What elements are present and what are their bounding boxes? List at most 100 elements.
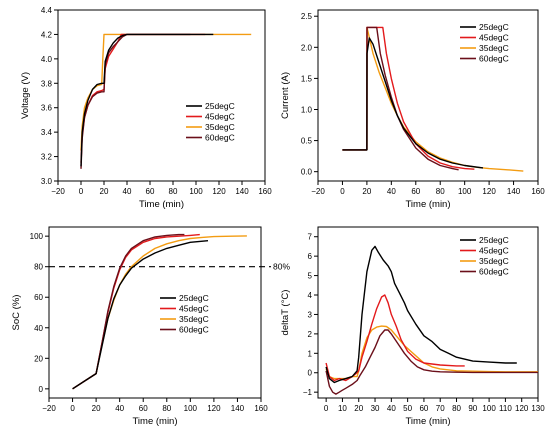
deltaT-plot-frame	[317, 226, 539, 399]
current-y-tick-label: 0.0	[301, 168, 313, 177]
voltage-x-axis-label: Time (min)	[139, 199, 184, 210]
current-x-tick-label: 40	[387, 187, 396, 196]
voltage-x-tick-label: 120	[212, 187, 226, 196]
current-y-tick-label: 2.0	[301, 43, 313, 52]
deltaT-x-axis-label: Time (min)	[405, 416, 450, 427]
soc-legend-label-35degC: 35degC	[179, 314, 209, 324]
soc-series-60degC	[72, 233, 185, 390]
deltaT-x-tick-label: 40	[387, 404, 396, 413]
voltage-y-tick-label: 3.8	[41, 79, 53, 88]
voltage-x-tick-label: 60	[146, 187, 155, 196]
voltage-x-tick-label: 140	[235, 187, 249, 196]
current-x-tick-label: 80	[436, 187, 445, 196]
soc-reference-label: 80%	[273, 262, 290, 272]
current-series-group	[342, 26, 524, 172]
voltage-x-tick-label: 40	[123, 187, 132, 196]
current-y-tick-label: 2.5	[301, 12, 313, 21]
voltage-y-tick-label: 3.4	[41, 128, 53, 137]
deltaT-y-tick-label: 3	[308, 310, 313, 319]
current-series-25degC	[342, 37, 484, 169]
soc-y-tick-label: 40	[34, 324, 43, 333]
deltaT-y-tick-label: −1	[303, 388, 313, 397]
deltaT-y-axis-label: deltaT (°C)	[280, 290, 291, 336]
deltaT-y-tick-label: 1	[308, 349, 313, 358]
voltage-series-60degC	[80, 33, 191, 169]
current-legend-label-25degC: 25degC	[479, 22, 509, 32]
soc-series-35degC	[72, 235, 247, 390]
deltaT-x-tick-label: 100	[482, 404, 496, 413]
soc-legend-label-45degC: 45degC	[179, 304, 209, 314]
soc-legend-label-25degC: 25degC	[179, 293, 209, 303]
deltaT-legend-label-45degC: 45degC	[479, 246, 509, 256]
voltage-x-tick-label: 20	[100, 187, 109, 196]
soc-x-tick-label: 120	[207, 404, 221, 413]
current-legend-label-60degC: 60degC	[479, 54, 509, 64]
deltaT-x-tick-label: 120	[515, 404, 529, 413]
voltage-legend-label-45degC: 45degC	[205, 112, 235, 122]
deltaT-y-tick-label: 7	[308, 233, 313, 242]
soc-x-tick-label: 40	[115, 404, 124, 413]
voltage-legend-label-60degC: 60degC	[205, 133, 235, 143]
voltage-y-axis-label: Voltage (V)	[20, 72, 31, 119]
soc-y-tick-label: 0	[39, 385, 44, 394]
soc-y-tick-label: 80	[34, 263, 43, 272]
soc-x-tick-label: −20	[42, 404, 56, 413]
current-x-tick-label: 60	[411, 187, 420, 196]
voltage-plot-frame	[57, 9, 266, 182]
current-x-tick-label: 0	[340, 187, 345, 196]
deltaT-chart: 0 10 20 30 40 50 60 70 80 90 100 110 120 130 −1 0 1 2 3 4 5 6…	[280, 226, 545, 427]
voltage-series-25degC	[80, 33, 214, 167]
deltaT-y-tick-label: 2	[308, 330, 313, 339]
deltaT-x-tick-label: 0	[324, 404, 329, 413]
voltage-y-tick-label: 4.4	[41, 6, 53, 15]
deltaT-series-45degC	[325, 294, 465, 382]
soc-x-axis-label: Time (min)	[132, 416, 177, 427]
voltage-y-tick-label: 3.0	[41, 177, 53, 186]
current-y-tick-label: 1.5	[301, 74, 313, 83]
voltage-y-tick-label: 4.2	[41, 30, 53, 39]
voltage-x-tick-label: 100	[189, 187, 203, 196]
current-x-tick-label: −20	[311, 187, 325, 196]
voltage-legend-label-35degC: 35degC	[205, 122, 235, 132]
current-x-tick-label: 140	[507, 187, 521, 196]
voltage-series-group	[80, 33, 252, 169]
soc-chart: −20 0 20 40 60 80 100 120 140 160 0 20 40 60 80 100 Time…	[11, 226, 290, 427]
voltage-legend-label-25degC: 25degC	[205, 101, 235, 111]
deltaT-x-tick-label: 20	[354, 404, 363, 413]
soc-x-tick-label: 80	[162, 404, 171, 413]
voltage-chart: −20 0 20 40 60 80 100 120 140 160 3.0 3.2 3.4 3.6 3.8 4…	[20, 6, 272, 210]
voltage-y-tick-label: 4.0	[41, 55, 53, 64]
soc-series-group	[72, 233, 247, 390]
deltaT-legend-label-35degC: 35degC	[479, 256, 509, 266]
voltage-x-tick-label: 160	[258, 187, 272, 196]
soc-x-tick-label: 160	[254, 404, 268, 413]
soc-y-axis-label: SoC (%)	[11, 295, 22, 331]
current-x-axis-label: Time (min)	[405, 199, 450, 210]
current-y-axis-label: Current (A)	[280, 72, 291, 119]
voltage-y-tick-label: 3.2	[41, 153, 53, 162]
soc-y-tick-label: 60	[34, 293, 43, 302]
current-chart: −20 0 20 40 60 80 100 120 140 160 0.0 0.5 1.0 1.5 2.0 2…	[280, 9, 545, 210]
current-series-45degC	[342, 26, 475, 170]
deltaT-x-tick-label: 90	[468, 404, 477, 413]
current-legend-label-45degC: 45degC	[479, 33, 509, 43]
current-series-60degC	[342, 26, 459, 171]
current-x-tick-label: 100	[458, 187, 472, 196]
soc-legend-label-60degC: 60degC	[179, 325, 209, 335]
voltage-x-tick-label: −20	[51, 187, 65, 196]
deltaT-x-tick-label: 10	[338, 404, 347, 413]
current-legend-label-35degC: 35degC	[479, 43, 509, 53]
deltaT-y-tick-label: 4	[308, 291, 313, 300]
voltage-y-tick-label: 3.6	[41, 104, 53, 113]
current-y-tick-label: 0.5	[301, 137, 313, 146]
voltage-x-tick-label: 80	[169, 187, 178, 196]
deltaT-x-tick-label: 60	[419, 404, 428, 413]
deltaT-series-group	[325, 245, 538, 395]
deltaT-legend-label-25degC: 25degC	[479, 235, 509, 245]
deltaT-x-tick-label: 110	[499, 404, 512, 413]
soc-x-tick-label: 20	[92, 404, 101, 413]
deltaT-x-tick-label: 80	[452, 404, 461, 413]
